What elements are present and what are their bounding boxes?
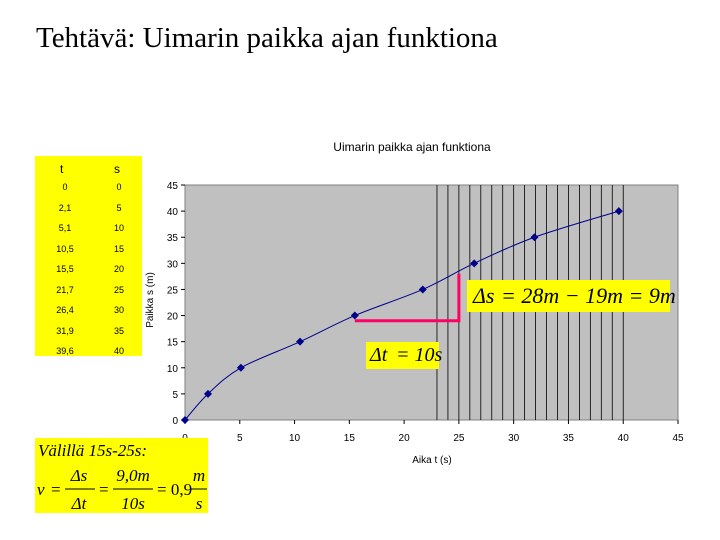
table-cell-t: 31,9 xyxy=(56,325,74,336)
y-tick-label: 0 xyxy=(172,416,178,427)
solution-heading: Välillä 15s-25s: xyxy=(38,441,147,460)
unit-numerator: m xyxy=(193,466,205,485)
table-cell-t: 10,5 xyxy=(56,243,74,254)
data-point xyxy=(530,233,539,242)
solution-formula: Välillä 15s-25s: v = Δs Δt = 9,0m 10s = … xyxy=(37,441,207,513)
velocity-symbol: v xyxy=(37,480,45,499)
table-cell-t: 21,7 xyxy=(56,284,74,295)
chart-title: Uimarin paikka ajan funktiona xyxy=(333,140,491,154)
table-cell-t: 2,1 xyxy=(58,202,72,213)
table-cell-s: 15 xyxy=(113,243,124,254)
y-tick-label: 25 xyxy=(167,285,179,296)
result-value: = 0,9 xyxy=(157,480,192,499)
x-tick-label: 45 xyxy=(672,433,684,444)
y-tick-label: 40 xyxy=(167,207,179,218)
delta-t-box: Δt = 10s xyxy=(366,342,443,369)
data-point xyxy=(418,285,427,294)
table-cell-t: 0 xyxy=(62,182,68,192)
x-tick-label: 15 xyxy=(344,433,356,444)
data-point xyxy=(181,416,189,424)
table-cell-t: 26,4 xyxy=(56,305,74,315)
data-table: t s 0 0 2,1 5 5,1 10 10,5 15 15,5 20 21,7 25 26,4 30 3… xyxy=(35,156,142,356)
table-cell-s: 0 xyxy=(116,182,122,192)
data-point xyxy=(614,207,623,216)
x-tick-label: 5 xyxy=(237,433,243,444)
frac2-numerator: 9,0m xyxy=(116,466,150,485)
x-tick-label: 25 xyxy=(453,433,465,444)
table-header-t: t xyxy=(60,162,64,176)
table-cell-t: 39,6 xyxy=(56,346,74,356)
table-cell-s: 25 xyxy=(113,284,124,295)
data-point xyxy=(296,337,305,346)
table-header-s: s xyxy=(114,162,120,176)
frac1-numerator: Δs xyxy=(70,466,88,485)
table-cell-s: 10 xyxy=(113,223,124,233)
equals-sign-2: = xyxy=(99,480,109,499)
table-cell-s: 40 xyxy=(113,346,124,356)
y-tick-label: 5 xyxy=(172,390,178,401)
data-points xyxy=(181,207,623,424)
table-cell-s: 20 xyxy=(113,264,124,274)
data-point xyxy=(470,259,479,268)
data-point xyxy=(236,363,245,372)
x-tick-label: 35 xyxy=(563,433,575,444)
x-tick-label: 30 xyxy=(508,433,520,444)
y-tick-label: 10 xyxy=(167,364,179,375)
frac2-denominator: 10s xyxy=(121,494,145,513)
x-axis-label: Aika t (s) xyxy=(412,455,451,466)
data-point xyxy=(204,389,213,398)
y-axis-label: Paikka s (m) xyxy=(145,272,156,328)
table-cell-s: 35 xyxy=(113,325,124,336)
delta-s-rhs: = 28m − 19m = 9m xyxy=(501,283,676,308)
x-tick-label: 40 xyxy=(618,433,630,444)
x-tick-label: 20 xyxy=(399,433,411,444)
delta-annotation-line xyxy=(354,273,461,323)
equals-sign: = xyxy=(51,480,61,499)
unit-denominator: s xyxy=(196,494,203,513)
delta-s-box: Δs = 28m − 19m = 9m xyxy=(467,280,676,312)
table-cell-s: 5 xyxy=(116,202,122,213)
y-tick-label: 30 xyxy=(167,259,179,270)
delta-s-lhs: Δs xyxy=(473,283,495,308)
table-cell-s: 30 xyxy=(113,305,124,315)
table-cell-t: 5,1 xyxy=(58,223,72,233)
table-cell-t: 15,5 xyxy=(56,264,74,274)
solution-box: Välillä 15s-25s: v = Δs Δt = 9,0m 10s = … xyxy=(35,438,208,513)
delta-t-rhs: = 10s xyxy=(396,344,443,366)
y-tick-label: 15 xyxy=(167,338,179,349)
y-tick-label: 35 xyxy=(167,233,179,244)
series-line xyxy=(184,210,619,421)
data-point xyxy=(350,311,359,320)
slide-title: Tehtävä: Uimarin paikka ajan funktiona xyxy=(36,22,498,54)
delta-t-lhs: Δt xyxy=(370,344,388,366)
y-tick-label: 20 xyxy=(167,312,179,323)
frac1-denominator: Δt xyxy=(71,494,88,513)
x-tick-label: 10 xyxy=(289,433,301,444)
y-tick-label: 45 xyxy=(167,181,179,192)
